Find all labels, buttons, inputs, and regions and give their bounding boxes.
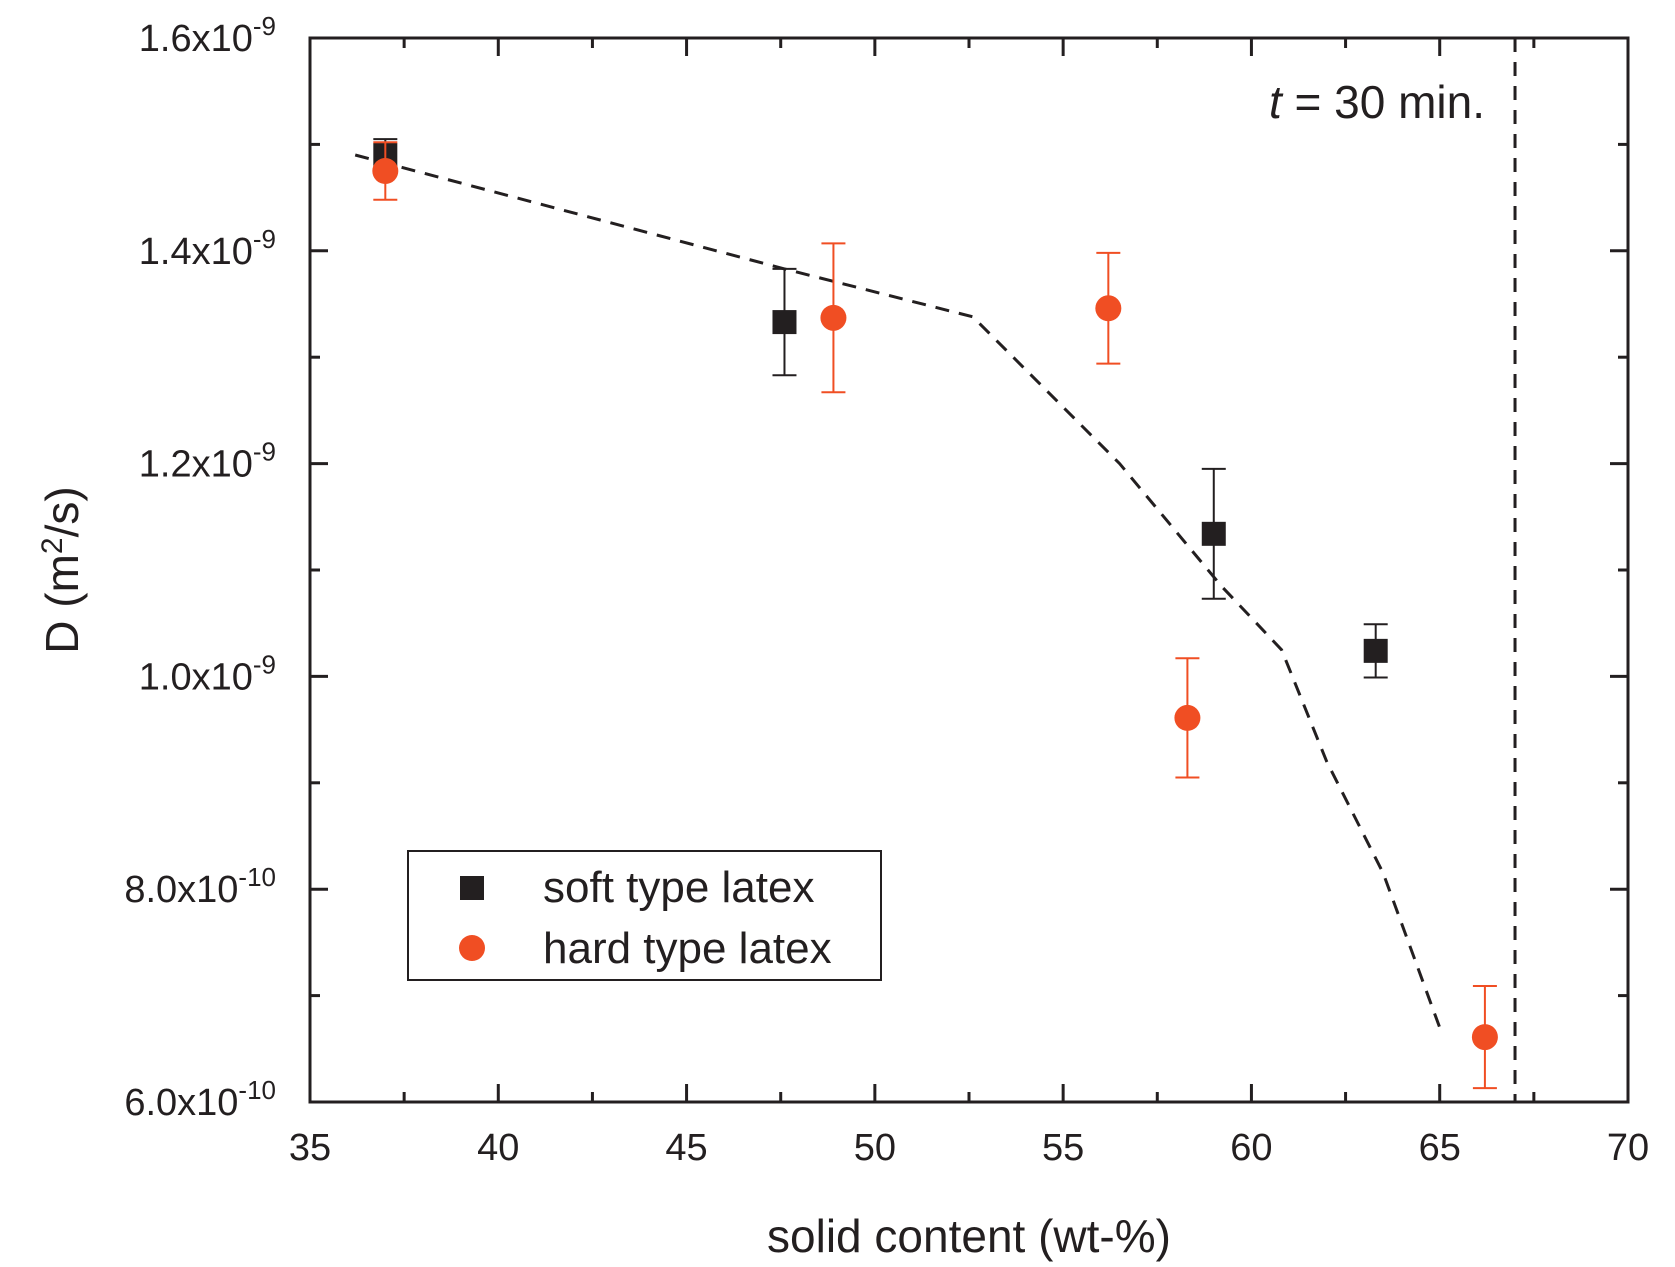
legend-label-hard: hard type latex — [543, 924, 832, 973]
x-axis-title: solid content (wt-%) — [767, 1210, 1171, 1262]
y-tick-label: 8.0x10-10 — [124, 862, 276, 911]
hard-data-point — [1174, 704, 1201, 731]
y-tick-label: 1.6x10-9 — [139, 11, 276, 60]
x-tick-label: 60 — [1230, 1127, 1272, 1169]
y-tick-mantissa: 1.6x10 — [139, 18, 253, 60]
x-tick-label: 55 — [1042, 1127, 1084, 1169]
guide-layer — [354, 38, 1517, 1102]
time-annotation-value: = 30 min. — [1282, 76, 1485, 128]
hard-data-point — [1095, 295, 1122, 322]
hard-data-point — [372, 158, 399, 184]
legend: soft type latex hard type latex — [407, 850, 882, 981]
y-tick-label: 6.0x10-10 — [124, 1075, 276, 1124]
x-tick-label: 35 — [289, 1127, 331, 1169]
y-tick-mantissa: 1.2x10 — [139, 444, 253, 486]
time-annotation-variable: t — [1269, 76, 1284, 128]
soft-data-point — [1363, 638, 1388, 663]
soft-data-point — [1201, 521, 1226, 546]
y-axis-title: D (m2/s) — [36, 486, 88, 653]
y-axis-title-suffix: /s) — [36, 486, 88, 537]
hard-data-point — [1471, 1024, 1498, 1051]
legend-label-soft: soft type latex — [543, 863, 814, 912]
x-tick-label: 70 — [1607, 1127, 1649, 1169]
y-tick-mantissa: 1.4x10 — [139, 231, 253, 273]
time-annotation: t = 30 min. — [1269, 76, 1485, 128]
y-tick-exponent: -10 — [238, 1075, 276, 1105]
y-tick-mantissa: 1.0x10 — [139, 656, 253, 698]
soft-data-point — [772, 310, 797, 335]
x-tick-label: 65 — [1419, 1127, 1461, 1169]
y-tick-exponent: -9 — [253, 437, 276, 467]
guide-dashed-line — [354, 153, 1442, 1029]
legend-box — [407, 850, 882, 981]
y-tick-label: 1.4x10-9 — [139, 224, 276, 273]
x-tick-label: 50 — [854, 1127, 896, 1169]
y-tick-label: 1.2x10-9 — [139, 437, 276, 486]
ticks-layer: 35 40 45 50 55 60 65 706.0x10-108.0x10-101.0x10… — [124, 11, 1649, 1169]
y-tick-exponent: -9 — [253, 11, 276, 41]
marks-layer — [372, 138, 1498, 1090]
x-tick-label: 40 — [477, 1127, 519, 1169]
legend-marker-soft-square-icon — [460, 876, 484, 900]
y-axis-title-prefix: D (m — [36, 554, 88, 654]
y-tick-exponent: -10 — [238, 862, 276, 892]
hard-data-point — [820, 304, 847, 331]
y-tick-label: 1.0x10-9 — [139, 649, 276, 698]
y-tick-mantissa: 8.0x10 — [124, 869, 238, 911]
y-tick-exponent: -9 — [253, 649, 276, 679]
x-tick-label: 45 — [665, 1127, 707, 1169]
y-axis-title-sup: 2 — [36, 537, 69, 554]
legend-marker-hard-circle-icon — [459, 935, 485, 961]
y-tick-exponent: -9 — [253, 224, 276, 254]
y-tick-mantissa: 6.0x10 — [124, 1082, 238, 1124]
